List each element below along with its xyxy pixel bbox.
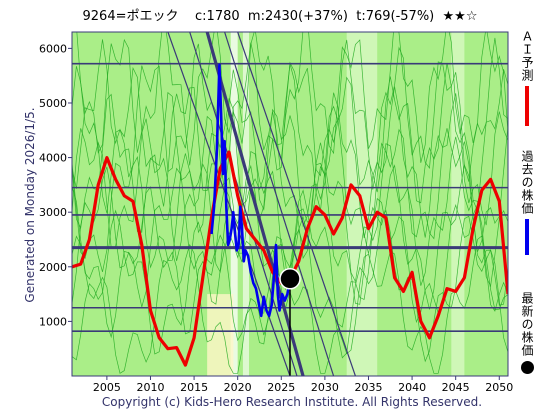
trend-line [205,32,305,376]
thin-forecast-line [76,32,508,166]
legend-ai-label: ＡＩ予測 [520,30,534,82]
x-tick-label: 2045 [442,381,470,394]
trend-line [189,32,298,376]
background-band [230,32,238,376]
x-tick-label: 2050 [485,381,513,394]
legend-past-swatch [525,219,529,255]
y-axis-ticks: 1000 2000 3000 4000 5000 6000 [39,42,72,328]
y-tick-label: 2000 [39,261,67,274]
trend-line [237,32,356,376]
x-tick-label: 2010 [136,381,164,394]
y-tick-label: 4000 [39,152,67,165]
generated-date-label: Generated on Monday 2026/1/5. [23,107,37,303]
plot-frame [71,31,509,377]
chart-header: 9264=ポエック c:1780 m:2430(+37%) t:769(-57%… [0,5,560,24]
horizontal-levels [72,62,508,333]
current-price: c:1780 [195,9,240,24]
x-tick-label: 2025 [267,381,295,394]
x-tick-label: 2015 [180,381,208,394]
legend-latest-swatch [520,361,534,374]
thin-forecast-line [72,86,508,238]
copyright-footer: Copyright (c) Kids-Hero Research Institu… [101,395,483,409]
x-tick-label: 2030 [311,381,339,394]
y-tick-label: 3000 [39,206,67,219]
x-axis-ticks: 2005 2010 2015 2020 2025 2030 2035 2040 2045 2050 [93,376,513,394]
stock-code: 9264=ポエック [82,9,179,24]
x-tick-label: 2020 [224,381,252,394]
background-band [242,32,250,376]
x-tick-label: 2005 [93,381,121,394]
thin-forecast-line [72,37,508,191]
trend-line [224,32,335,376]
past-price-line [210,63,292,318]
y-tick-label: 5000 [39,97,67,110]
x-tick-label: 2040 [398,381,426,394]
legend-ai-swatch [525,86,529,126]
thin-forecast-line [72,136,508,288]
thin-forecast-line [72,111,508,263]
y-tick-label: 1000 [39,315,67,328]
legend-past-price: 過去の株価 [519,150,535,255]
latest-price-marker-group [279,268,301,290]
background-band [207,294,234,376]
min-price: t:769(-57%) [356,9,435,24]
latest-price-marker [279,268,301,290]
x-tick-label: 2035 [354,381,382,394]
legend-latest-price: 最新の株価 [519,292,535,374]
trend-lines [167,32,356,376]
legend-ai-forecast: ＡＩ予測 [519,30,535,126]
trend-line [167,32,291,376]
rating-stars: ★★☆ [442,9,478,24]
y-tick-label: 6000 [39,42,67,55]
legend-latest-label: 最新の株価 [520,292,534,357]
legend-past-label: 過去の株価 [520,150,534,215]
max-price: m:2430(+37%) [247,9,348,24]
